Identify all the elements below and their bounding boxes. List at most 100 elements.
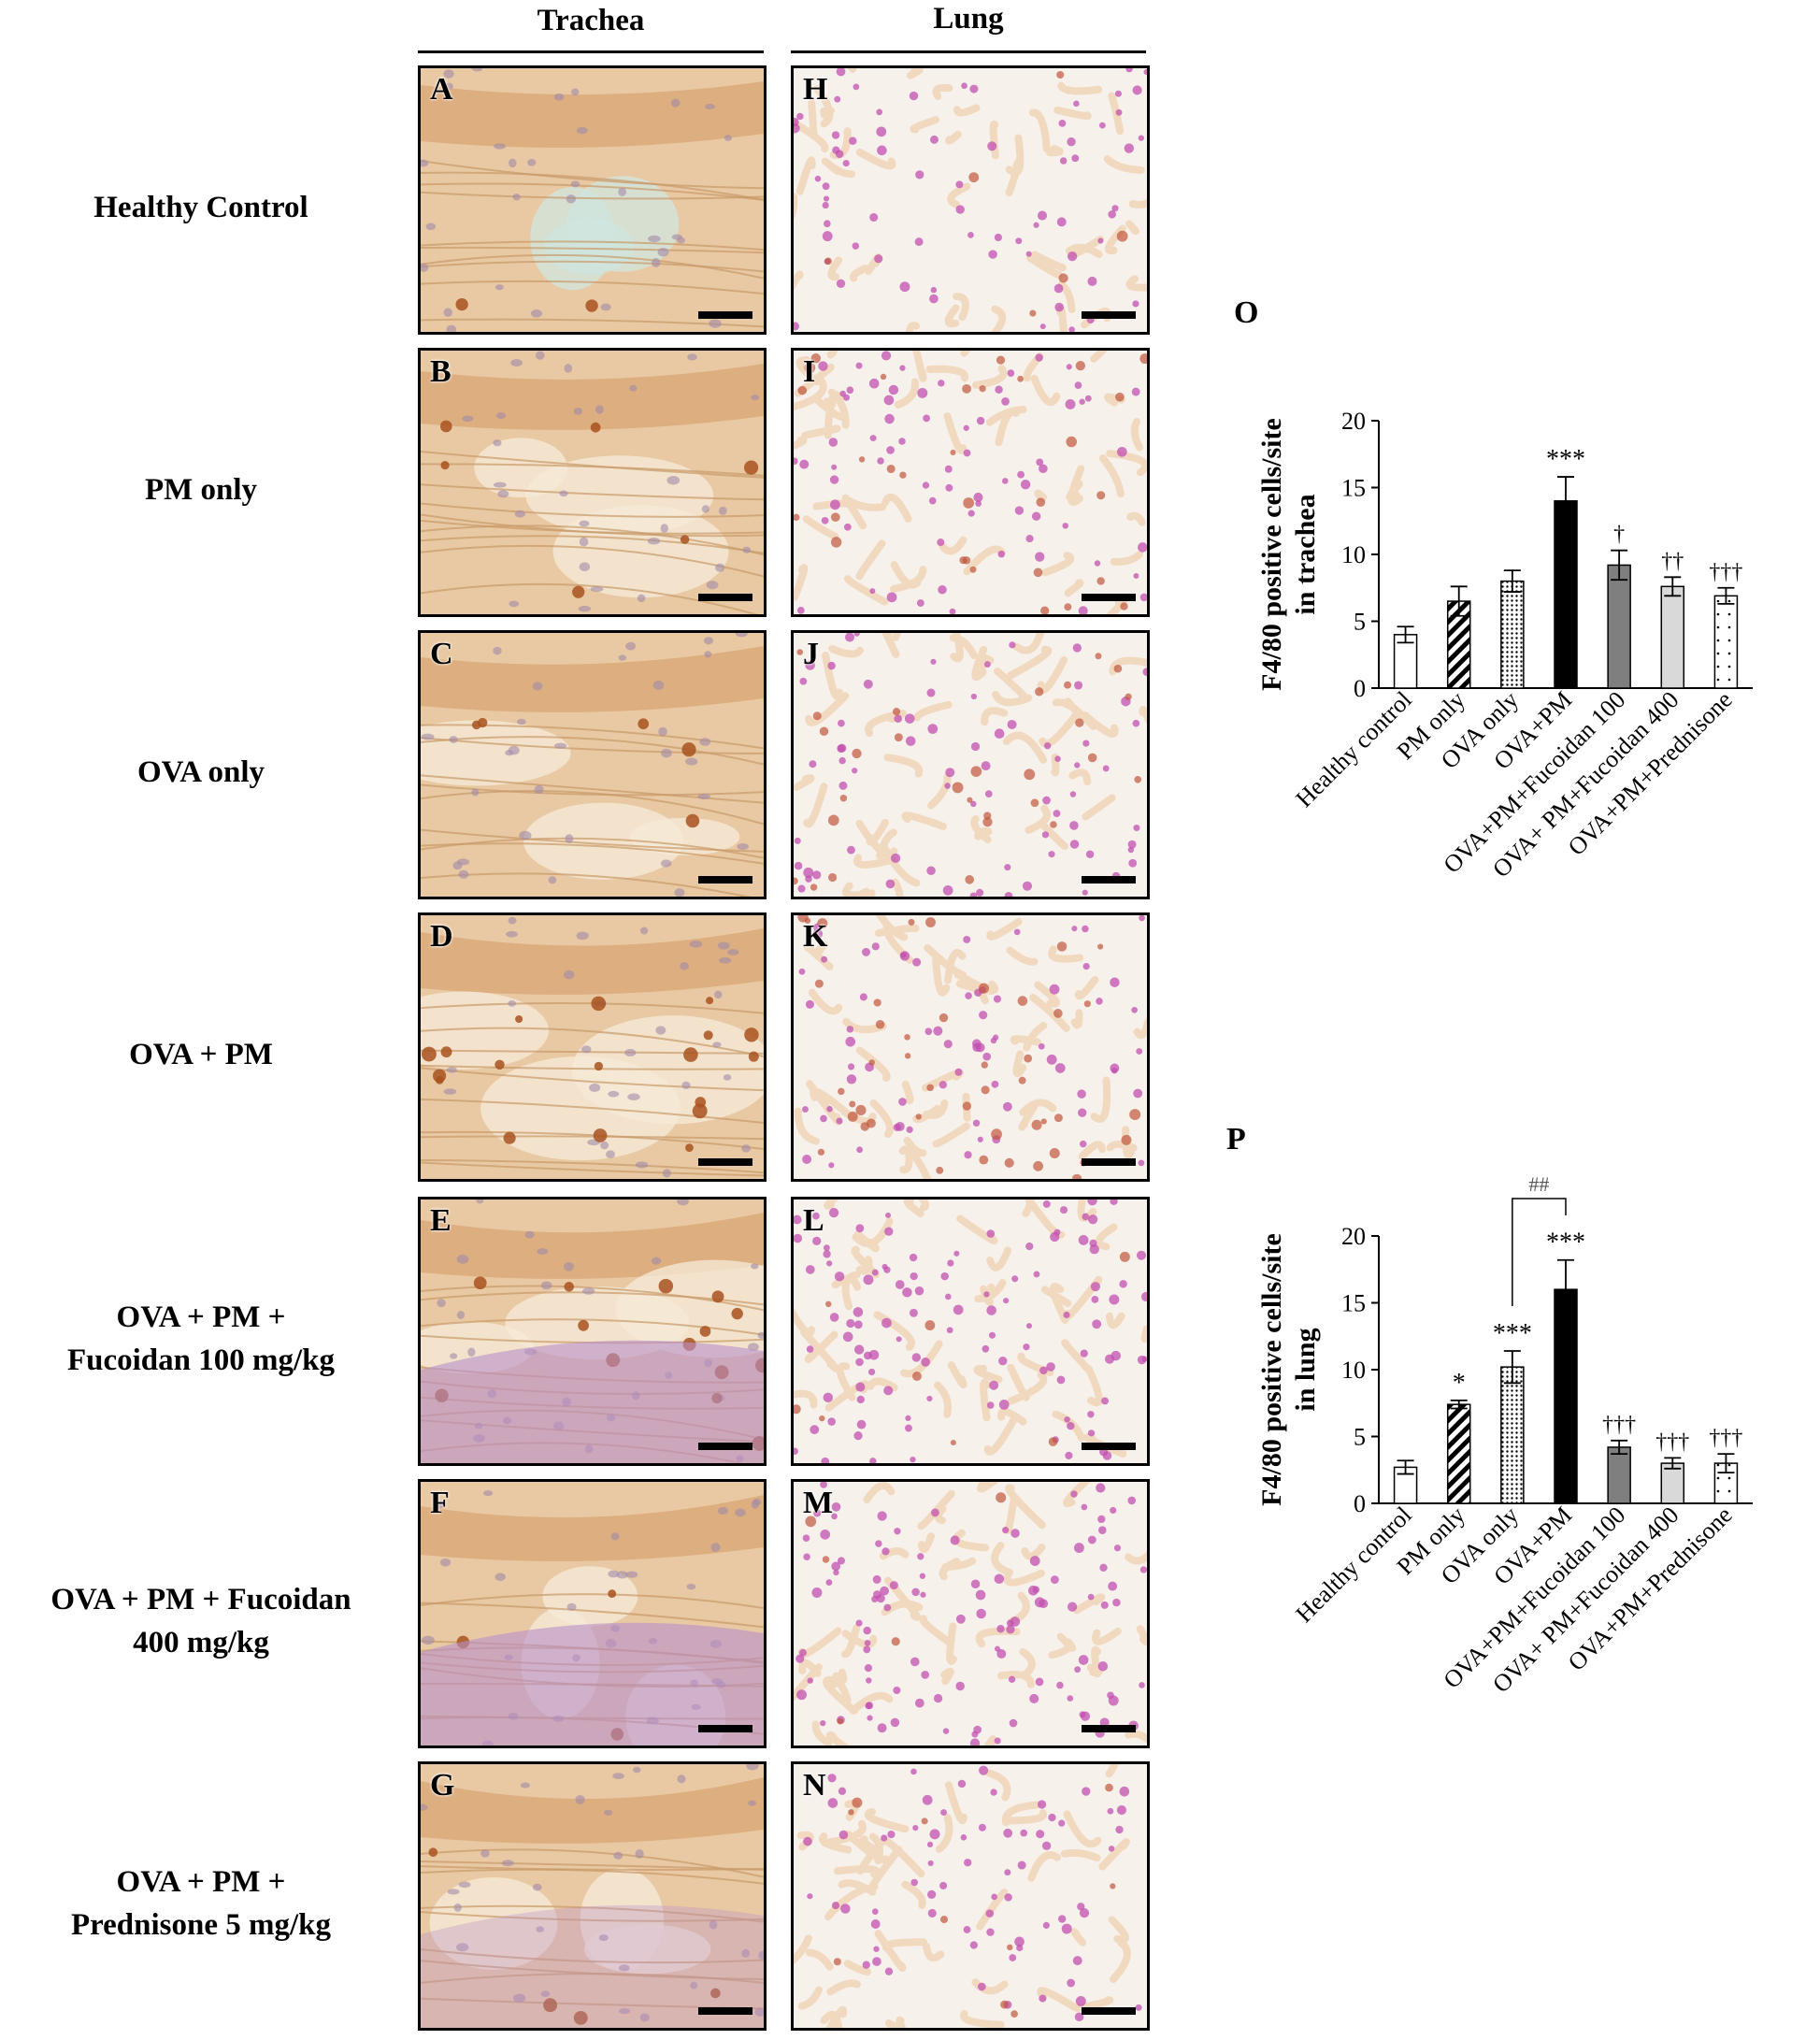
- y-tick-label: 15: [1341, 475, 1366, 502]
- y-tick-label: 20: [1341, 1223, 1366, 1250]
- scale-bar: [698, 1158, 752, 1166]
- y-tick-label: 0: [1354, 675, 1366, 702]
- trachea-micrograph: D: [418, 912, 767, 1182]
- significance-marker: †††: [1709, 560, 1742, 584]
- error-bar: [1611, 1439, 1628, 1455]
- row-label: Healthy Control: [0, 186, 402, 229]
- scale-bar: [698, 1443, 752, 1450]
- significance-marker: †: [1613, 523, 1625, 547]
- trachea-tissue-image: [421, 633, 764, 897]
- significance-marker: †††: [1655, 1429, 1689, 1454]
- y-tick-label: 20: [1341, 408, 1366, 435]
- error-bar: [1397, 625, 1414, 644]
- scale-bar: [1082, 311, 1136, 319]
- row-label: OVA only: [0, 751, 402, 794]
- lung-column-header: Lung: [933, 2, 1004, 36]
- significance-marker: ***: [1546, 445, 1585, 474]
- trachea-micrograph: G: [418, 1761, 767, 2031]
- trachea-micrograph: A: [418, 65, 767, 335]
- comparison-bracket: [1512, 1198, 1567, 1306]
- significance-marker: ††: [1661, 549, 1684, 573]
- row-label-line: OVA + PM +: [116, 1300, 286, 1334]
- lung-micrograph: H: [791, 65, 1150, 335]
- panel-letter: L: [803, 1203, 824, 1238]
- panel-letter: A: [430, 72, 453, 107]
- error-bar: [1397, 1459, 1414, 1475]
- lung-tissue-image: [794, 1200, 1147, 1463]
- scale-bar: [698, 876, 752, 884]
- lung-tissue-image: [794, 1764, 1147, 2028]
- trachea-tissue-image: [421, 1764, 764, 2028]
- row-label-line: PM only: [144, 473, 258, 507]
- scale-bar: [1082, 1158, 1136, 1166]
- trachea-tissue-image: [421, 68, 764, 332]
- trachea-micrograph: F: [418, 1479, 767, 1748]
- y-tick-label: 10: [1341, 1357, 1366, 1384]
- y-tick-label: 5: [1354, 1424, 1366, 1451]
- lung-tissue-image: [794, 915, 1147, 1179]
- bar: [1554, 500, 1578, 689]
- error-bar: [1664, 576, 1682, 597]
- bar: [1660, 1462, 1685, 1504]
- panel-letter: I: [803, 354, 816, 389]
- lung-micrograph: M: [791, 1479, 1150, 1748]
- trachea-tissue-image: [421, 915, 764, 1179]
- bar: [1393, 634, 1418, 689]
- panel-letter: H: [803, 72, 828, 107]
- row-label-line: 400 mg/kg: [133, 1626, 269, 1659]
- panel-letter: B: [430, 354, 451, 389]
- error-bar: [1450, 1399, 1468, 1410]
- error-bar: [1611, 549, 1628, 582]
- bar: [1500, 580, 1525, 689]
- scale-bar: [1082, 1443, 1136, 1450]
- panel-letter: G: [430, 1768, 455, 1803]
- lung-micrograph: N: [791, 1761, 1150, 2031]
- row-label: PM only: [0, 468, 402, 511]
- panel-letter: C: [430, 637, 453, 671]
- panel-letter: M: [803, 1486, 834, 1520]
- bar: [1713, 595, 1739, 689]
- significance-marker: †††: [1709, 1426, 1742, 1450]
- chart-p-lung: F4/80 positive cells/site in lung 0 5 10 15 20…: [1256, 1172, 1753, 1698]
- panel-letter: E: [430, 1203, 451, 1238]
- panel-letter: F: [430, 1486, 450, 1520]
- y-tick-label: 15: [1341, 1290, 1366, 1317]
- y-axis-label: F4/80 positive cells/site in lung: [1256, 1233, 1321, 1506]
- scale-bar: [698, 594, 752, 601]
- trachea-column-header: Trachea: [537, 4, 645, 37]
- scale-bar: [698, 311, 752, 319]
- bar: [1446, 1403, 1471, 1504]
- significance-marker: *: [1453, 1369, 1466, 1398]
- bar: [1660, 585, 1685, 689]
- panel-letter: D: [430, 919, 453, 954]
- scale-bar: [1082, 2007, 1136, 2015]
- scale-bar: [1082, 876, 1136, 884]
- scale-bar: [1082, 1725, 1136, 1732]
- scale-bar: [698, 1725, 752, 1732]
- row-label-line: OVA + PM +: [116, 1865, 286, 1899]
- row-label: OVA + PM + Fucoidan 400 mg/kg: [0, 1578, 402, 1664]
- trachea-micrograph: B: [418, 348, 767, 617]
- lung-header-rule: [791, 50, 1146, 53]
- chart-p-letter: P: [1226, 1122, 1246, 1156]
- y-axis-label: F4/80 positive cells/site in trachea: [1256, 418, 1321, 691]
- trachea-tissue-image: [421, 351, 764, 614]
- row-label-line: OVA + PM: [129, 1038, 273, 1071]
- row-label-line: OVA only: [136, 755, 265, 789]
- error-bar: [1450, 585, 1468, 617]
- lung-micrograph: J: [791, 630, 1150, 899]
- y-tick-label: 0: [1354, 1490, 1366, 1517]
- row-label-line: Prednisone 5 mg/kg: [70, 1908, 332, 1942]
- trachea-micrograph: C: [418, 630, 767, 899]
- bar: [1554, 1288, 1578, 1504]
- trachea-tissue-image: [421, 1200, 764, 1463]
- row-label: OVA + PM + Prednisone 5 mg/kg: [0, 1860, 402, 1947]
- trachea-micrograph: E: [418, 1197, 767, 1466]
- panel-letter: J: [803, 637, 819, 671]
- comparison-label: ##: [1528, 1172, 1549, 1196]
- significance-marker: ***: [1493, 1319, 1532, 1348]
- error-bar: [1717, 586, 1735, 605]
- y-tick-label: 10: [1341, 541, 1366, 568]
- chart-o-trachea: F4/80 positive cells/site in trachea 0 5 10 1…: [1256, 408, 1753, 883]
- lung-tissue-image: [794, 1482, 1147, 1745]
